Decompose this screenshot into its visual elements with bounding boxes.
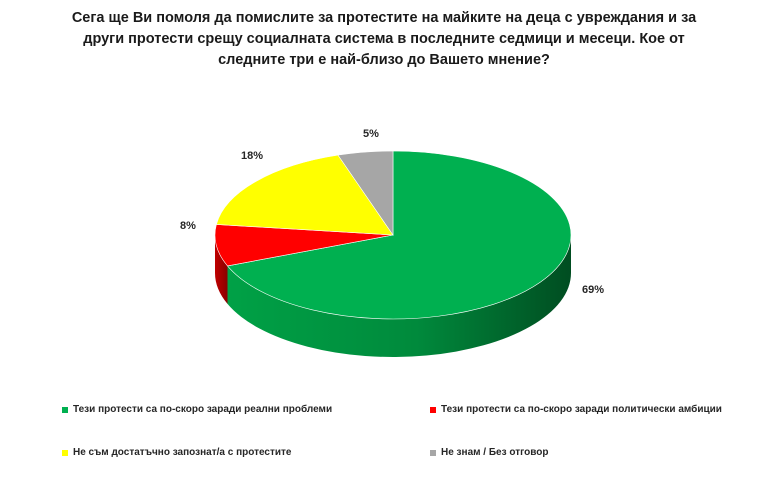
chart-title-line-1: Сега ще Ви помоля да помислите за протес…	[71, 10, 697, 26]
pie-slice-political-ambitions	[214, 224, 394, 267]
chart-title-line-3: следните три е най-близо до Вашето мнени…	[218, 52, 550, 68]
legend-label-dont-know: Не знам / Без отговор	[441, 447, 549, 458]
pie-slice-dont-know	[337, 150, 394, 236]
legend-swatch-green	[62, 406, 68, 413]
legend-swatch-red	[430, 406, 436, 413]
data-label-not-familiar: 18%	[241, 150, 263, 162]
legend-item-real-problems: Тези протести са по-скоро заради реални …	[62, 404, 332, 415]
legend-item-dont-know: Не знам / Без отговор	[430, 447, 549, 458]
data-label-dont-know: 5%	[363, 128, 379, 140]
legend-label-not-familiar: Не съм достатъчно запознат/а с протестит…	[73, 447, 292, 458]
chart-title: Сега ще Ви помоля да помислите за протес…	[40, 8, 728, 71]
pie-slice-not-familiar	[216, 154, 394, 236]
data-label-real-problems: 69%	[582, 284, 604, 296]
chart-title-line-2: други протести срещу социалната система …	[83, 31, 685, 47]
legend-item-not-familiar: Не съм достатъчно запознат/а с протестит…	[62, 447, 291, 458]
data-label-political-ambitions: 8%	[180, 220, 196, 232]
legend-label-real-problems: Тези протести са по-скоро заради реални …	[73, 404, 333, 415]
legend-swatch-gray	[430, 449, 436, 456]
legend-label-political-ambitions: Тези протести са по-скоро заради политич…	[441, 404, 722, 415]
pie-side-real-problems	[227, 235, 572, 358]
pie-slice-real-problems	[226, 150, 572, 320]
legend-swatch-yellow	[62, 449, 68, 456]
pie-side-political-ambitions	[215, 235, 228, 304]
legend-item-political-ambitions: Тези протести са по-скоро заради политич…	[430, 404, 722, 415]
